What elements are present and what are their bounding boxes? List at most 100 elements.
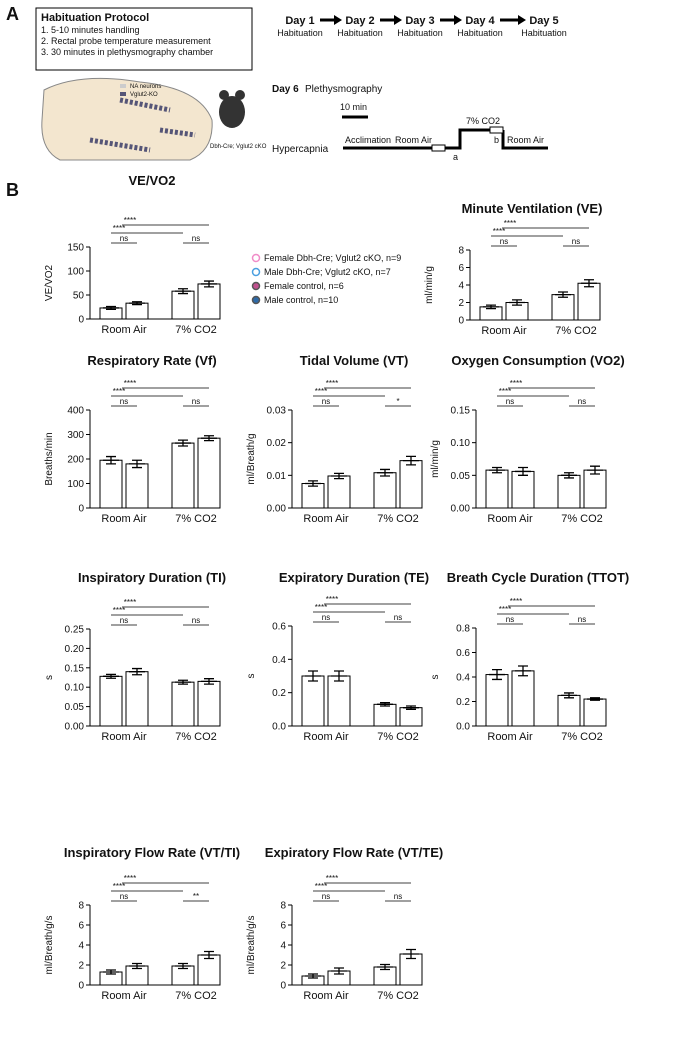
significance-label: **** — [504, 219, 516, 228]
error-bar — [403, 705, 419, 710]
y-tick-label: 4 — [280, 941, 286, 952]
error-bar — [175, 288, 191, 295]
y-axis-label: s — [430, 675, 441, 680]
legend-label: Female Dbh-Cre; Vglut2 cKO, n=9 — [264, 253, 401, 263]
y-tick-label: 0.15 — [451, 406, 471, 417]
bar — [125, 671, 149, 727]
error-bar — [331, 967, 347, 975]
phase-label: Room Air — [395, 135, 432, 145]
marker: b — [494, 135, 499, 145]
y-tick-label: 0.8 — [456, 624, 470, 635]
bar — [171, 290, 195, 320]
significance-label: ns — [394, 892, 402, 901]
x-tick-label: 7% CO2 — [555, 325, 597, 337]
legend-swatch — [120, 92, 126, 96]
error-bar — [561, 472, 577, 479]
significance-label: ns — [506, 397, 514, 406]
error-bar — [129, 459, 145, 469]
error-bar — [587, 697, 603, 701]
bar — [485, 674, 509, 727]
panel-label: A — [6, 4, 19, 24]
bar — [301, 675, 325, 727]
y-tick-label: 0.4 — [456, 673, 470, 684]
significance-label: **** — [315, 882, 327, 891]
bar — [583, 698, 607, 727]
significance-label: ns — [394, 613, 402, 622]
significance-label: **** — [113, 224, 125, 233]
arrow-head — [394, 15, 402, 25]
error-bar — [561, 692, 577, 699]
x-tick-label: Room Air — [101, 513, 147, 525]
y-tick-label: 2 — [78, 961, 84, 972]
day: Day 3 — [405, 15, 434, 27]
mouse-icon — [219, 90, 229, 100]
x-tick-label: Room Air — [303, 990, 349, 1002]
error-bar — [515, 466, 531, 476]
significance-label: ns — [322, 397, 330, 406]
x-tick-label: Room Air — [487, 513, 533, 525]
error-bar — [489, 466, 505, 474]
significance-label: **** — [499, 387, 511, 396]
y-tick-label: 0.02 — [267, 438, 287, 449]
chart-title: Minute Ventilation (VE) — [462, 201, 603, 216]
y-tick-label: 0.0 — [272, 722, 286, 733]
protocol-step: 3. 30 minutes in plethysmography chamber — [41, 47, 213, 57]
error-bar — [377, 963, 393, 971]
chart-title: Inspiratory Duration (TI) — [78, 570, 226, 585]
brain-region — [89, 97, 196, 153]
error-bar — [201, 678, 217, 685]
error-bar — [403, 455, 419, 466]
significance-label: **** — [326, 595, 338, 604]
significance-label: ns — [192, 616, 200, 625]
significance-label: **** — [113, 387, 125, 396]
protocol-step: 1. 5-10 minutes handling — [41, 25, 140, 35]
protocol-trace — [343, 128, 548, 150]
error-bar — [331, 670, 347, 682]
significance-label: **** — [113, 606, 125, 615]
error-bar — [175, 679, 191, 685]
x-tick-label: 7% CO2 — [175, 731, 217, 743]
y-tick-label: 0 — [280, 981, 286, 992]
y-tick-label: 0.03 — [267, 406, 287, 417]
protocol-title: Habituation Protocol — [41, 12, 149, 24]
arrow-head — [518, 15, 526, 25]
error-bar — [129, 301, 145, 306]
y-tick-label: 8 — [78, 901, 84, 912]
bar — [551, 294, 575, 321]
error-bar — [403, 948, 419, 960]
legend-label: Male Dbh-Cre; Vglut2 cKO, n=7 — [264, 267, 391, 277]
y-tick-label: 0.10 — [451, 438, 471, 449]
significance-label: ns — [120, 616, 128, 625]
bar — [485, 469, 509, 509]
y-tick-label: 0.2 — [456, 697, 470, 708]
significance-label: **** — [326, 379, 338, 388]
bar — [197, 437, 221, 509]
significance-label: ns — [192, 234, 200, 243]
chart-title: Respiratory Rate (Vf) — [87, 353, 216, 368]
y-tick-label: 0.00 — [451, 504, 471, 515]
significance-label: ns — [322, 892, 330, 901]
bar — [327, 475, 351, 509]
legend-label: Female control, n=6 — [264, 281, 344, 291]
bar — [99, 675, 123, 727]
legend-marker — [251, 281, 261, 291]
y-tick-label: 0.4 — [272, 655, 286, 666]
significance-label: **** — [510, 597, 522, 606]
y-tick-label: 8 — [458, 246, 464, 257]
chart-title: Expiratory Duration (TE) — [279, 570, 429, 585]
bar — [125, 302, 149, 320]
y-tick-label: 0 — [78, 315, 84, 326]
panel-label: B — [6, 180, 19, 200]
bar — [171, 681, 195, 727]
x-tick-label: 7% CO2 — [377, 990, 419, 1002]
y-tick-label: 0.00 — [267, 504, 287, 515]
significance-label: * — [396, 397, 399, 406]
x-tick-label: Room Air — [101, 324, 147, 336]
x-tick-label: Room Air — [101, 990, 147, 1002]
y-tick-label: 50 — [73, 291, 85, 302]
day6-label: Plethysmography — [305, 84, 382, 95]
y-tick-label: 2 — [458, 298, 464, 309]
significance-label: ns — [572, 237, 580, 246]
legend-swatch — [120, 84, 126, 88]
y-tick-label: 4 — [78, 941, 84, 952]
